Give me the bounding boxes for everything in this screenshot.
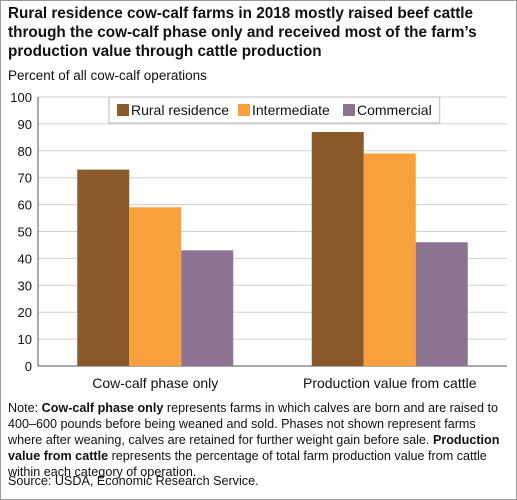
y-axis-label: Percent of all cow-calf operations <box>8 68 207 83</box>
bar-commercial <box>415 242 468 366</box>
source-text: Source: USDA, Economic Research Service. <box>8 474 259 488</box>
note-term-cow-calf: Cow-calf phase only <box>41 401 164 415</box>
y-tick-label: 10 <box>18 332 32 347</box>
bar-rural-residence <box>311 131 364 366</box>
y-tick-label: 80 <box>18 144 32 159</box>
note-term-production-value: Production value from cattle <box>8 433 500 463</box>
legend: Rural residence Intermediate Commercial <box>108 96 441 124</box>
y-tick-label: 60 <box>18 198 32 213</box>
bar-rural-residence <box>77 169 130 366</box>
legend-label: Commercial <box>357 102 432 118</box>
bar-commercial <box>181 250 234 366</box>
y-tick-labels: 0 10 20 30 40 50 60 70 80 90 100 <box>10 90 32 374</box>
bar-intermediate <box>363 153 416 366</box>
legend-label: Rural residence <box>131 102 229 118</box>
category-label: Cow-calf phase only <box>92 375 218 391</box>
category-labels: Cow-calf phase only Production value from… <box>92 375 477 391</box>
y-tick-label: 0 <box>25 359 32 374</box>
chart-title: Rural residence cow-calf farms in 2018 m… <box>8 5 477 60</box>
y-tick-label: 100 <box>10 90 32 105</box>
legend-swatch <box>117 104 129 116</box>
y-tick-label: 90 <box>18 117 32 132</box>
legend-label: Intermediate <box>252 102 330 118</box>
y-tick-label: 50 <box>18 225 32 240</box>
bar-intermediate <box>129 207 182 366</box>
legend-box <box>108 96 441 124</box>
y-tick-label: 70 <box>18 171 32 186</box>
y-tick-label: 30 <box>18 278 32 293</box>
note-text: Note: Cow-calf phase only represents far… <box>8 401 500 479</box>
y-tick-label: 20 <box>18 305 32 320</box>
category-label: Production value from cattle <box>303 375 477 391</box>
legend-swatch <box>238 104 250 116</box>
legend-swatch <box>343 104 355 116</box>
bars <box>77 131 468 366</box>
bar-chart: 0 10 20 30 40 50 60 70 80 90 100 Cow-calf phase on… <box>10 90 507 391</box>
y-tick-label: 40 <box>18 251 32 266</box>
